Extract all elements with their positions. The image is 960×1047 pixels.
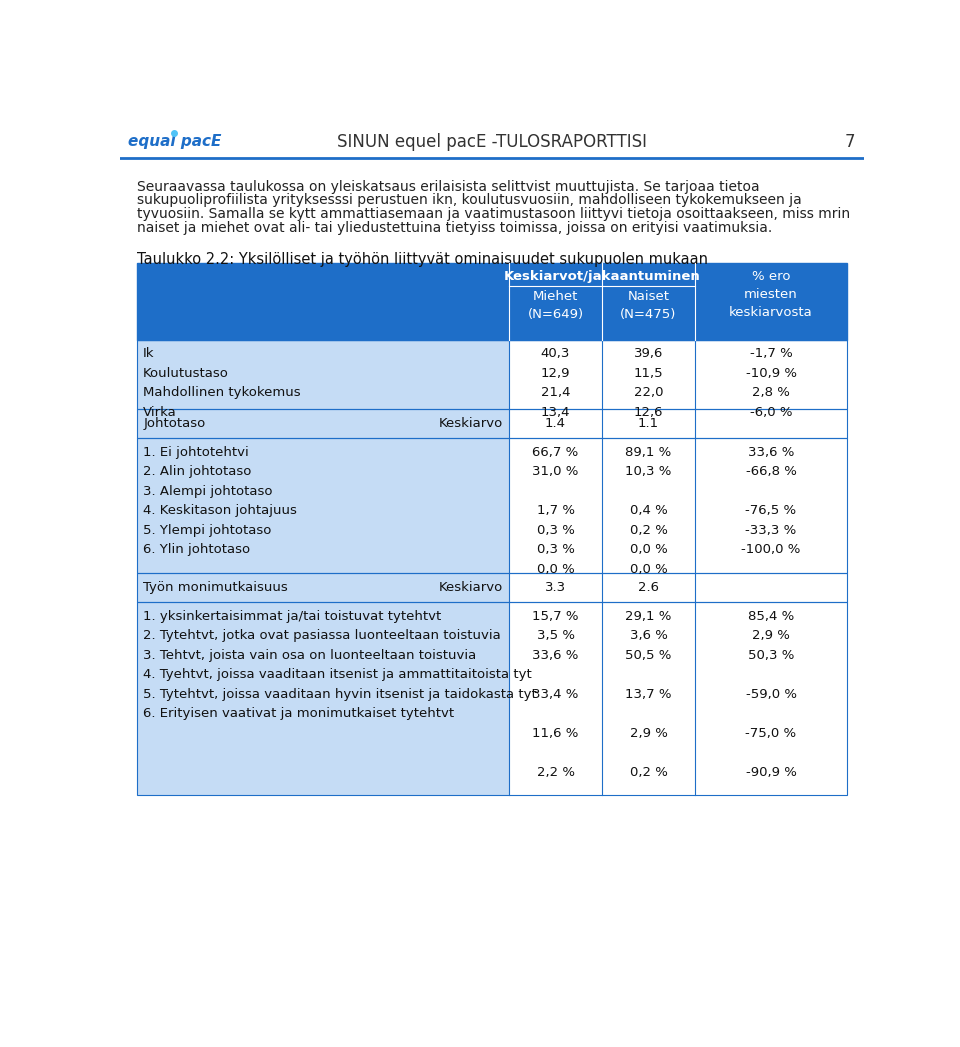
Text: 2.6: 2.6 — [638, 581, 660, 594]
Text: 1.4: 1.4 — [545, 417, 566, 429]
Bar — [509, 409, 847, 439]
Text: 40,3
12,9
21,4
13,4: 40,3 12,9 21,4 13,4 — [540, 348, 570, 419]
Text: 15,7 %
3,5 %
33,6 %

33,4 %

11,6 %

2,2 %: 15,7 % 3,5 % 33,6 % 33,4 % 11,6 % 2,2 % — [532, 610, 579, 779]
Text: 1.1: 1.1 — [638, 417, 660, 429]
Text: 1. Ei johtotehtvi
2. Alin johtotaso
3. Alempi johtotaso
4. Keskitason johtajuus
: 1. Ei johtotehtvi 2. Alin johtotaso 3. A… — [143, 446, 298, 556]
Bar — [137, 339, 847, 409]
Text: Taulukko 2.2: Yksilölliset ja työhön liittyvät ominaisuudet sukupuolen mukaan: Taulukko 2.2: Yksilölliset ja työhön lii… — [137, 252, 708, 267]
Text: 29,1 %
3,6 %
50,5 %

13,7 %

2,9 %

0,2 %: 29,1 % 3,6 % 50,5 % 13,7 % 2,9 % 0,2 % — [625, 610, 672, 779]
Text: Keskiarvo: Keskiarvo — [439, 417, 503, 429]
Bar — [137, 409, 847, 439]
Bar — [137, 602, 847, 795]
Bar — [509, 339, 847, 409]
Text: Keskiarvo: Keskiarvo — [439, 581, 503, 594]
Text: % ero
miesten
keskiarvosta: % ero miesten keskiarvosta — [730, 270, 813, 319]
Text: tyvuosiin. Samalla se kytt ammattiasemaan ja vaatimustasoon liittyvi tietoja oso: tyvuosiin. Samalla se kytt ammattiasemaa… — [137, 207, 851, 221]
Bar — [120, 126, 864, 158]
Text: 39,6
11,5
22,0
12,6: 39,6 11,5 22,0 12,6 — [634, 348, 663, 419]
Bar — [137, 439, 509, 573]
Bar — [137, 573, 847, 602]
Bar — [137, 573, 509, 602]
Text: equal pacE: equal pacE — [128, 134, 221, 150]
Text: 7: 7 — [844, 133, 854, 151]
Text: 33,6 %
-66,8 %

-76,5 %
-33,3 %
-100,0 %: 33,6 % -66,8 % -76,5 % -33,3 % -100,0 % — [741, 446, 801, 576]
Bar — [509, 439, 847, 573]
Text: naiset ja miehet ovat ali- tai yliedustettuina tietyiss toimissa, joissa on erit: naiset ja miehet ovat ali- tai ylieduste… — [137, 221, 772, 236]
Text: 66,7 %
31,0 %

1,7 %
0,3 %
0,3 %
0,0 %: 66,7 % 31,0 % 1,7 % 0,3 % 0,3 % 0,0 % — [533, 446, 579, 576]
Bar — [137, 439, 847, 573]
Text: 3.3: 3.3 — [545, 581, 566, 594]
Text: SINUN equel pacE -TULOSRAPORTTISI: SINUN equel pacE -TULOSRAPORTTISI — [337, 133, 647, 151]
Bar — [137, 263, 847, 339]
Bar — [137, 409, 509, 439]
Text: Seuraavassa taulukossa on yleiskatsaus erilaisista selittvist muuttujista. Se ta: Seuraavassa taulukossa on yleiskatsaus e… — [137, 179, 759, 194]
Text: -1,7 %
-10,9 %
2,8 %
-6,0 %: -1,7 % -10,9 % 2,8 % -6,0 % — [746, 348, 797, 419]
Text: Keskiarvot/jakaantuminen: Keskiarvot/jakaantuminen — [504, 270, 701, 284]
Bar — [137, 263, 847, 339]
Text: Miehet
(N=649): Miehet (N=649) — [527, 290, 584, 321]
Text: Johtotaso: Johtotaso — [143, 417, 205, 429]
Text: Ik
Koulutustaso
Mahdollinen tykokemus
Virka: Ik Koulutustaso Mahdollinen tykokemus Vi… — [143, 348, 300, 419]
Text: Naiset
(N=475): Naiset (N=475) — [620, 290, 677, 321]
Text: 1. yksinkertaisimmat ja/tai toistuvat tytehtvt
2. Tytehtvt, jotka ovat pasiassa : 1. yksinkertaisimmat ja/tai toistuvat ty… — [143, 610, 537, 720]
Bar — [137, 602, 509, 795]
Text: sukupuoliprofiilista yrityksesssi perustuen ikn, koulutusvuosiin, mahdolliseen t: sukupuoliprofiilista yrityksesssi perust… — [137, 194, 802, 207]
Text: Työn monimutkaisuus: Työn monimutkaisuus — [143, 581, 288, 594]
Bar — [509, 573, 847, 602]
Bar — [137, 339, 509, 409]
Bar — [509, 602, 847, 795]
Text: 89,1 %
10,3 %

0,4 %
0,2 %
0,0 %
0,0 %: 89,1 % 10,3 % 0,4 % 0,2 % 0,0 % 0,0 % — [625, 446, 672, 576]
Text: 85,4 %
2,9 %
50,3 %

-59,0 %

-75,0 %

-90,9 %: 85,4 % 2,9 % 50,3 % -59,0 % -75,0 % -90,… — [745, 610, 797, 779]
